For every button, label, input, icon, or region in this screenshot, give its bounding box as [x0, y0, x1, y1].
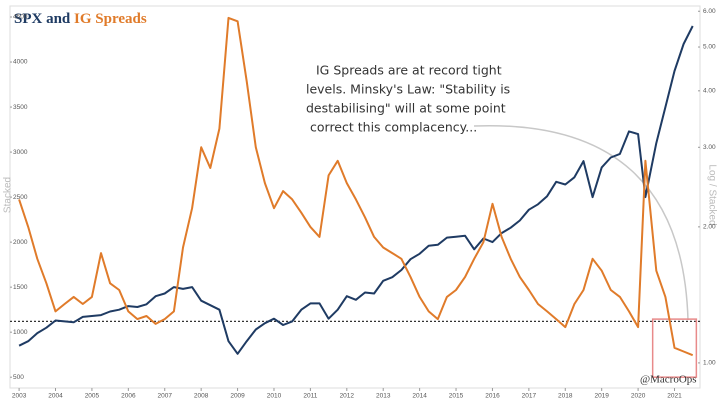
x-tick-label: 2018 [558, 393, 573, 400]
x-tick-label: 2009 [230, 393, 245, 400]
x-tick-label: 2008 [194, 393, 209, 400]
y-tick-label: 3000 [13, 149, 28, 156]
watermark: @MacroOps [640, 374, 697, 386]
highlight-box [651, 318, 698, 378]
x-tick-label: 2003 [12, 393, 27, 400]
x-tick-label: 2006 [121, 393, 136, 400]
x-tick-label: 2011 [303, 393, 317, 400]
annotation-text: correct this complacency... [310, 120, 477, 135]
y-tick-label: 1500 [13, 284, 28, 291]
x-tick-label: 2016 [485, 393, 500, 400]
y-tick-label: 1000 [13, 329, 28, 336]
x-tick-label: 2007 [158, 393, 173, 400]
y-tick-label: 500 [13, 374, 24, 381]
x-tick-label: 2015 [449, 393, 464, 400]
x-tick-label: 2014 [412, 393, 427, 400]
y2-tick-label: 3.00 [703, 144, 716, 151]
annotation-arrow [473, 124, 689, 321]
title-part: IG Spreads [74, 11, 147, 27]
y2-tick-label: 1.00 [703, 360, 716, 367]
y-tick-label: 4500 [13, 14, 28, 21]
x-tick-label: 2005 [85, 393, 100, 400]
x-tick-label: 2019 [594, 393, 609, 400]
title-part: and [46, 11, 71, 27]
series-line [18, 16, 694, 357]
y2-tick-label: 4.00 [703, 88, 716, 95]
x-tick-label: 2012 [340, 393, 355, 400]
y2-axis-label: Log / Stacked [706, 164, 717, 225]
y-axis-label: Stacked [3, 177, 14, 213]
y-tick-label: 3500 [13, 104, 28, 111]
y-tick-label: 4000 [13, 59, 28, 66]
x-tick-label: 2004 [48, 393, 63, 400]
x-tick-label: 2017 [522, 393, 537, 400]
title-part: SPX [14, 11, 43, 27]
annotation-text: IG Spreads are at record tight [316, 63, 502, 78]
y-tick-label: 2500 [13, 194, 28, 201]
y2-tick-label: 6.00 [703, 8, 716, 15]
x-tick-label: 2010 [267, 393, 282, 400]
annotation-text: destabilising" will at some point [306, 101, 506, 116]
annotation-text: levels. Minsky's Law: "Stability is [306, 82, 510, 97]
x-tick-label: 2013 [376, 393, 391, 400]
series-line [18, 25, 694, 355]
chart-title: SPX and IG Spreads [14, 11, 147, 27]
y2-tick-label: 2.00 [703, 224, 716, 231]
x-tick-label: 2021 [667, 393, 682, 400]
y-tick-label: 2000 [13, 239, 28, 246]
y2-tick-label: 5.00 [703, 44, 716, 51]
x-tick-label: 2020 [631, 393, 646, 400]
